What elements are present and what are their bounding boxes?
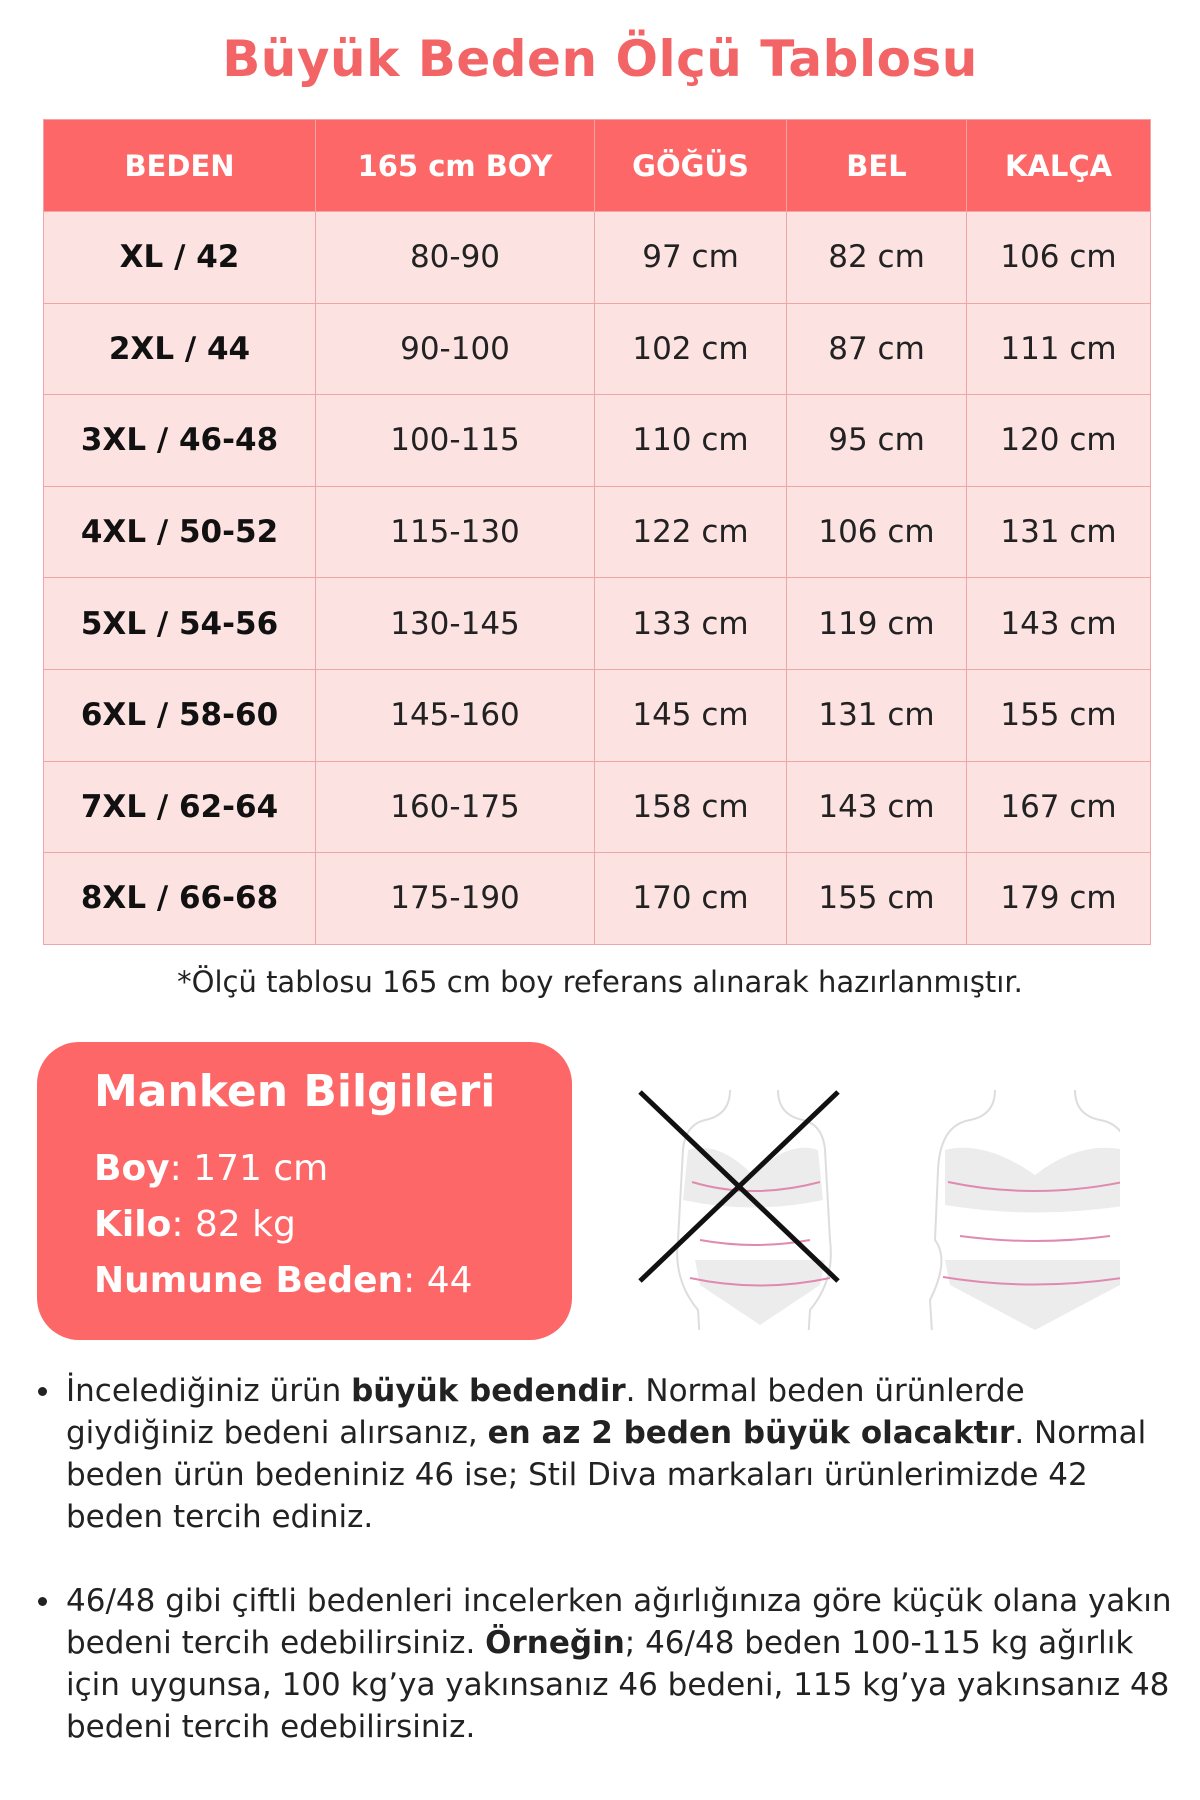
size-cell: 5XL / 54-56 <box>43 577 316 670</box>
bullet-item: İncelediğiniz ürün büyük bedendir. Norma… <box>34 1370 1174 1538</box>
value-cell: 97 cm <box>594 211 787 304</box>
value-cell: 179 cm <box>966 852 1151 945</box>
header-cell: KALÇA <box>966 119 1151 212</box>
value-cell: 158 cm <box>594 760 787 854</box>
text: 46/48 gibi çiftli bedenleri incelerken a… <box>66 1583 1172 1661</box>
label: Kilo <box>94 1204 172 1245</box>
value-cell: 145-160 <box>315 668 595 762</box>
table-header-row: BEDEN 165 cm BOY GÖĞÜS BEL KALÇA <box>43 119 1151 212</box>
value-cell: 106 cm <box>966 211 1151 304</box>
value-cell: 131 cm <box>786 668 967 762</box>
size-cell: 7XL / 62-64 <box>43 760 316 854</box>
model-info-card: Manken Bilgileri Boy: 171 cm Kilo: 82 kg… <box>37 1042 572 1340</box>
value-cell: 131 cm <box>966 485 1151 579</box>
model-height: Boy: 171 cm <box>94 1141 572 1197</box>
size-cell: 6XL / 58-60 <box>43 668 316 762</box>
header-cell: BEDEN <box>43 119 316 212</box>
value-cell: 82 cm <box>786 211 967 304</box>
text: . Normal beden ürün bedeniniz 46 ise; St… <box>66 1415 1147 1535</box>
table-row: 7XL / 62-64 160-175 158 cm 143 cm 167 cm <box>43 760 1151 854</box>
value: : 171 cm <box>169 1148 329 1189</box>
header-cell: 165 cm BOY <box>315 119 595 212</box>
bullet-item: 46/48 gibi çiftli bedenleri incelerken a… <box>34 1580 1174 1748</box>
value-cell: 80-90 <box>315 211 595 304</box>
value-cell: 120 cm <box>966 394 1151 487</box>
value-cell: 155 cm <box>786 852 967 945</box>
value-cell: 175-190 <box>315 852 595 945</box>
size-cell: XL / 42 <box>43 211 316 304</box>
size-cell: 3XL / 46-48 <box>43 394 316 487</box>
value-cell: 122 cm <box>594 485 787 579</box>
value-cell: 102 cm <box>594 302 787 396</box>
value-cell: 130-145 <box>315 577 595 670</box>
wrong-measurement-figure <box>638 1089 840 1330</box>
size-table: BEDEN 165 cm BOY GÖĞÜS BEL KALÇA XL / 42… <box>43 119 1151 945</box>
value: : 44 <box>403 1260 473 1301</box>
table-row: 6XL / 58-60 145-160 145 cm 131 cm 155 cm <box>43 668 1151 762</box>
value-cell: 170 cm <box>594 852 787 945</box>
bold-text: Örneğin <box>485 1625 625 1661</box>
table-row: XL / 42 80-90 97 cm 82 cm 106 cm <box>43 211 1151 304</box>
size-cell: 8XL / 66-68 <box>43 852 316 945</box>
bold-text: büyük bedendir <box>351 1373 626 1409</box>
model-info-title: Manken Bilgileri <box>94 1066 496 1117</box>
size-cell: 2XL / 44 <box>43 302 316 396</box>
info-bullets: İncelediğiniz ürün büyük bedendir. Norma… <box>34 1370 1174 1790</box>
table-row: 5XL / 54-56 130-145 133 cm 119 cm 143 cm <box>43 577 1151 670</box>
value-cell: 111 cm <box>966 302 1151 396</box>
header-cell: GÖĞÜS <box>594 119 787 212</box>
table-row: 3XL / 46-48 100-115 110 cm 95 cm 120 cm <box>43 394 1151 487</box>
size-cell: 4XL / 50-52 <box>43 485 316 579</box>
value-cell: 87 cm <box>786 302 967 396</box>
value-cell: 133 cm <box>594 577 787 670</box>
text: ; 46/48 beden 100-115 kg ağırlık için uy… <box>66 1625 1170 1745</box>
value-cell: 143 cm <box>966 577 1151 670</box>
header-cell: BEL <box>786 119 967 212</box>
table-row: 4XL / 50-52 115-130 122 cm 106 cm 131 cm <box>43 485 1151 579</box>
model-weight: Kilo: 82 kg <box>94 1197 572 1253</box>
bold-text: en az 2 beden büyük olacaktır <box>487 1415 1015 1451</box>
value-cell: 145 cm <box>594 668 787 762</box>
table-row: 2XL / 44 90-100 102 cm 87 cm 111 cm <box>43 302 1151 396</box>
value-cell: 160-175 <box>315 760 595 854</box>
page-title: Büyük Beden Ölçü Tablosu <box>222 30 978 88</box>
value-cell: 143 cm <box>786 760 967 854</box>
value-cell: 100-115 <box>315 394 595 487</box>
footnote: *Ölçü tablosu 165 cm boy referans alınar… <box>177 965 1023 999</box>
value-cell: 106 cm <box>786 485 967 579</box>
value-cell: 115-130 <box>315 485 595 579</box>
value: : 82 kg <box>171 1204 296 1245</box>
value-cell: 119 cm <box>786 577 967 670</box>
value-cell: 110 cm <box>594 394 787 487</box>
label: Boy <box>94 1148 170 1189</box>
value-cell: 167 cm <box>966 760 1151 854</box>
value-cell: 155 cm <box>966 668 1151 762</box>
text: . Normal beden ürünlerde giydiğiniz bede… <box>66 1373 1025 1451</box>
value-cell: 90-100 <box>315 302 595 396</box>
text: İncelediğiniz ürün <box>66 1373 352 1409</box>
body-measurement-illustration <box>638 1089 1120 1330</box>
label: Numune Beden <box>94 1260 404 1301</box>
model-sample-size: Numune Beden: 44 <box>94 1253 572 1309</box>
table-row: 8XL / 66-68 175-190 170 cm 155 cm 179 cm <box>43 852 1151 945</box>
value-cell: 95 cm <box>786 394 967 487</box>
correct-measurement-figure <box>928 1089 1120 1330</box>
